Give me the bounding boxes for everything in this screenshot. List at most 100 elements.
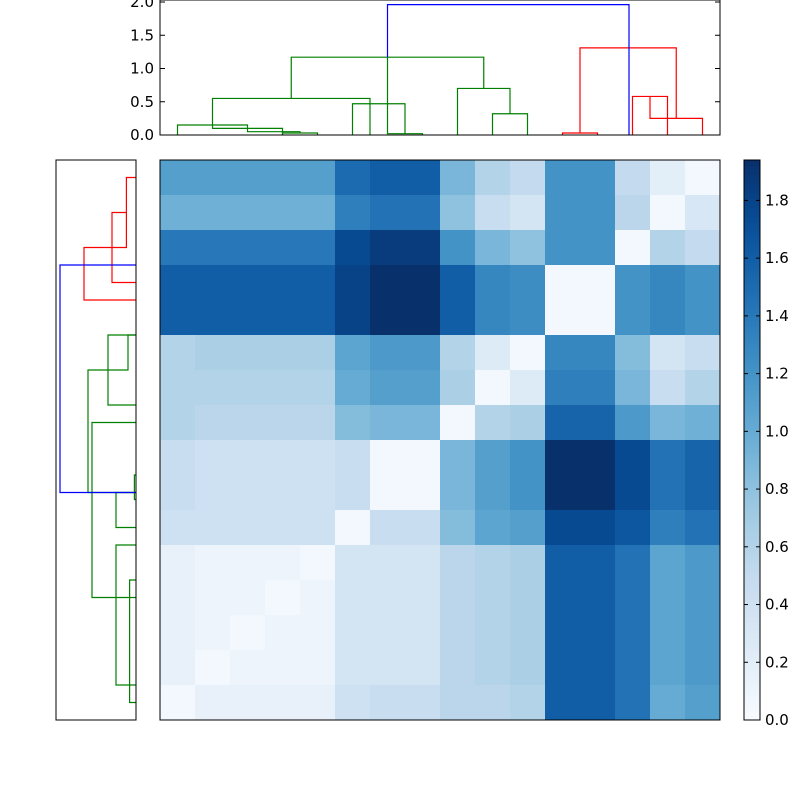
heatmap-cell bbox=[195, 615, 231, 651]
heatmap-cell bbox=[510, 545, 546, 581]
colorbar-gradient bbox=[744, 160, 760, 720]
heatmap-cell bbox=[650, 300, 686, 336]
heatmap-cell bbox=[370, 510, 406, 546]
heatmap-cell bbox=[405, 405, 441, 441]
heatmap-cell bbox=[300, 475, 336, 511]
heatmap-cell bbox=[230, 615, 266, 651]
heatmap-cell bbox=[230, 545, 266, 581]
heatmap-cell bbox=[650, 160, 686, 196]
heatmap-cell bbox=[685, 195, 721, 231]
heatmap-cell bbox=[335, 335, 371, 371]
colorbar-tick-label: 1.2 bbox=[765, 365, 789, 383]
colorbar-tick-label: 1.4 bbox=[765, 307, 789, 325]
heatmap-cell bbox=[475, 195, 511, 231]
heatmap-cell bbox=[335, 615, 371, 651]
heatmap-cell bbox=[160, 475, 196, 511]
heatmap-cell bbox=[405, 160, 441, 196]
colorbar-frame bbox=[743, 159, 761, 721]
top-dendrogram-link bbox=[579, 47, 677, 134]
heatmap-cell bbox=[580, 580, 616, 616]
heatmap-cell bbox=[335, 650, 371, 686]
heatmap-cell bbox=[615, 615, 651, 651]
heatmap-cell bbox=[580, 195, 616, 231]
heatmap-cell bbox=[440, 685, 476, 721]
heatmap-cell bbox=[300, 510, 336, 546]
heatmap-cell bbox=[370, 405, 406, 441]
heatmap-cell bbox=[510, 510, 546, 546]
left-dendrogram-link bbox=[133, 474, 136, 501]
heatmap-cell bbox=[440, 405, 476, 441]
heatmap-cell bbox=[160, 160, 196, 196]
heatmap-cell bbox=[335, 230, 371, 266]
heatmap-cell bbox=[475, 335, 511, 371]
heatmap-cell bbox=[475, 160, 511, 196]
heatmap-cell bbox=[160, 405, 196, 441]
heatmap-cell bbox=[650, 685, 686, 721]
heatmap-cell bbox=[335, 440, 371, 476]
heatmap-cell bbox=[230, 300, 266, 336]
heatmap-cell bbox=[440, 580, 476, 616]
heatmap-cell bbox=[405, 615, 441, 651]
heatmap-cell bbox=[510, 580, 546, 616]
colorbar-tick-label: 0.0 bbox=[765, 711, 789, 729]
heatmap-cell bbox=[685, 650, 721, 686]
heatmap-cell bbox=[650, 650, 686, 686]
heatmap-cell bbox=[265, 545, 301, 581]
heatmap-cell bbox=[545, 160, 581, 196]
heatmap-cell bbox=[265, 230, 301, 266]
heatmap-cell bbox=[510, 195, 546, 231]
heatmap-cell bbox=[440, 475, 476, 511]
heatmap-cell bbox=[615, 440, 651, 476]
heatmap-cell bbox=[405, 230, 441, 266]
colorbar-tick-label: 1.8 bbox=[765, 191, 789, 209]
heatmap-cell bbox=[195, 405, 231, 441]
heatmap-cell bbox=[370, 370, 406, 406]
top-dendrogram-frame bbox=[159, 0, 721, 136]
heatmap-cell bbox=[510, 335, 546, 371]
heatmap-cell bbox=[440, 545, 476, 581]
heatmap-cell bbox=[545, 685, 581, 721]
heatmap-cell bbox=[545, 335, 581, 371]
heatmap-cell bbox=[195, 475, 231, 511]
heatmap-cell bbox=[370, 685, 406, 721]
heatmap-cell bbox=[370, 440, 406, 476]
heatmap-cell bbox=[300, 440, 336, 476]
heatmap-cell bbox=[370, 335, 406, 371]
heatmap-cell bbox=[335, 510, 371, 546]
heatmap-cell bbox=[230, 650, 266, 686]
heatmap-cell bbox=[265, 580, 301, 616]
heatmap-cell bbox=[440, 615, 476, 651]
left-dendrogram-link bbox=[91, 421, 136, 599]
heatmap-cell bbox=[405, 195, 441, 231]
heatmap-cell bbox=[545, 195, 581, 231]
heatmap-cell bbox=[405, 685, 441, 721]
heatmap-frame bbox=[159, 159, 721, 721]
top-dendrogram-link bbox=[211, 97, 371, 135]
heatmap-cell bbox=[685, 335, 721, 371]
heatmap-cell bbox=[545, 265, 581, 301]
heatmap-cell bbox=[545, 370, 581, 406]
heatmap-cell bbox=[510, 160, 546, 196]
colorbar: 0.0 0.2 0.4 0.6 0.8 1.0 1.2 1.4 1.6 1.8 bbox=[743, 159, 789, 729]
heatmap-cell bbox=[230, 265, 266, 301]
heatmap-cell bbox=[545, 230, 581, 266]
heatmap-cell bbox=[195, 370, 231, 406]
heatmap-cell bbox=[335, 475, 371, 511]
heatmap-cell bbox=[230, 510, 266, 546]
heatmap-cell bbox=[475, 545, 511, 581]
heatmap-cell bbox=[230, 685, 266, 721]
heatmap-cell bbox=[160, 300, 196, 336]
heatmap-cell bbox=[160, 195, 196, 231]
left-dendrogram-link bbox=[129, 579, 136, 704]
heatmap-cell bbox=[685, 615, 721, 651]
heatmap-cell bbox=[370, 160, 406, 196]
heatmap-cell bbox=[615, 405, 651, 441]
heatmap-cell bbox=[370, 265, 406, 301]
heatmap-cell bbox=[405, 510, 441, 546]
heatmap-cell bbox=[685, 440, 721, 476]
heatmap-cell bbox=[615, 650, 651, 686]
heatmap-cell bbox=[265, 160, 301, 196]
heatmap-cell bbox=[335, 370, 371, 406]
heatmap-cell bbox=[300, 650, 336, 686]
heatmap-cell bbox=[440, 265, 476, 301]
